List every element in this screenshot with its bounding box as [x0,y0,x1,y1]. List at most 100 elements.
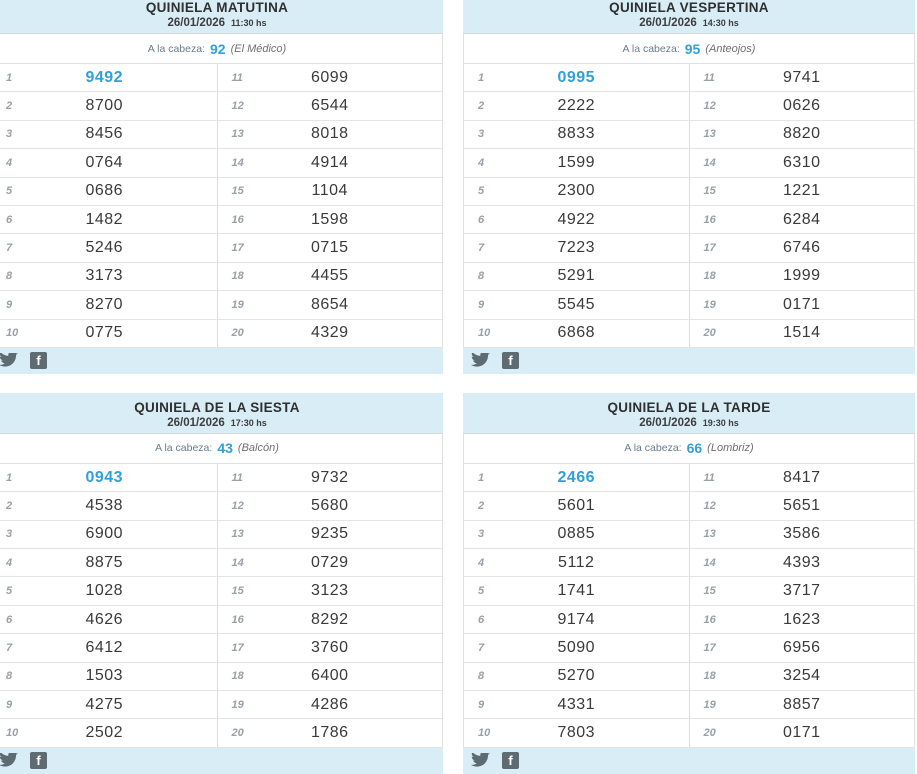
result-row: 5 2300 15 1221 [464,177,914,206]
draw-date: 26/01/2026 [639,416,697,429]
result-number: 6544 [310,97,349,115]
result-number: 4329 [310,324,349,342]
facebook-icon[interactable]: f [30,352,47,370]
result-number: 4538 [85,496,124,514]
position-label: 1 [6,471,13,484]
twitter-icon[interactable] [0,352,18,369]
position-label: 20 [231,727,244,740]
position-label: 4 [478,156,485,169]
result-number: 9492 [85,68,124,86]
result-cell: 1 9492 [0,64,218,92]
result-row: 7 6412 17 3760 [0,634,442,663]
result-cell: 3 8833 [464,120,690,149]
result-number: 4914 [310,153,349,171]
position-label: 8 [478,670,485,683]
draw-date: 26/01/2026 [167,17,226,29]
twitter-icon[interactable] [471,752,490,769]
result-cell: 13 8018 [218,121,443,148]
result-cell: 9 4331 [464,691,690,719]
result-number: 1482 [85,210,124,228]
result-row: 6 4922 16 6284 [464,205,914,235]
cabeza-name: (El Médico) [230,42,287,55]
result-row: 4 1599 14 6310 [464,149,914,178]
panel-footer: f [463,747,915,774]
result-number: 8292 [310,610,349,628]
result-row: 2 8700 12 6544 [0,92,442,121]
position-label: 15 [231,185,244,198]
result-cell: 5 0686 [0,177,218,205]
draw-time: 17:30 hs [230,417,267,428]
position-label: 11 [231,71,243,84]
panel-header: QUINIELA DE LA TARDE 26/01/2026 19:30 hs [463,392,915,433]
result-row: 1 0995 11 9741 [464,64,914,93]
result-number: 3717 [782,582,821,600]
result-number: 8820 [782,125,821,143]
result-cell: 20 1786 [218,719,443,746]
result-number: 6956 [782,638,821,656]
position-label: 13 [703,528,716,541]
twitter-icon[interactable] [0,752,18,769]
position-label: 7 [6,242,13,255]
facebook-icon[interactable]: f [30,752,47,770]
position-label: 1 [478,471,485,484]
result-number: 1104 [311,182,348,200]
result-cell: 15 3123 [218,577,443,604]
panel-title: QUINIELA MATUTINA [145,0,289,15]
position-label: 4 [6,556,13,569]
result-cell: 10 2502 [0,719,218,747]
cabeza-label: A la cabeza: [624,442,682,455]
position-label: 9 [6,698,13,711]
facebook-icon[interactable]: f [502,752,519,770]
result-number: 0171 [782,724,821,742]
result-cell: 7 5090 [464,634,690,662]
result-number: 3586 [782,525,821,543]
result-number: 2466 [557,468,596,486]
result-cell: 5 1028 [0,577,218,605]
result-cell: 19 0171 [690,291,915,318]
panel-title: QUINIELA DE LA SIESTA [134,399,300,415]
panel-title: QUINIELA VESPERTINA [609,0,769,15]
facebook-icon[interactable]: f [502,352,519,370]
position-label: 10 [478,327,491,340]
position-label: 18 [231,270,244,283]
cabeza-number: 43 [217,440,233,457]
result-cell: 6 4922 [464,205,690,234]
result-cell: 4 5112 [464,549,690,577]
result-number: 9235 [310,525,349,543]
cabeza-label: A la cabeza: [155,442,213,455]
result-row: 6 1482 16 1598 [0,205,442,235]
result-number: 2300 [557,182,596,200]
results-table: 1 0943 11 9732 2 4538 12 5680 3 6900 13 9235 4 8875 14… [0,463,443,748]
panel-date: 26/01/2026 19:30 hs [463,416,915,431]
result-cell: 20 0171 [690,719,915,746]
position-label: 18 [703,670,716,683]
result-cell: 18 4455 [218,263,443,290]
result-cell: 12 0626 [690,92,915,119]
result-cell: 14 4914 [218,149,443,176]
position-label: 9 [478,698,485,711]
position-label: 10 [478,727,491,740]
result-row: 1 9492 11 6099 [0,64,442,93]
result-row: 9 4331 19 8857 [464,691,914,720]
result-cell: 3 6900 [0,520,218,549]
twitter-icon[interactable] [471,352,490,369]
position-label: 19 [231,298,244,311]
result-row: 10 2502 20 1786 [0,719,443,748]
result-cell: 11 9732 [218,464,443,491]
result-number: 0171 [782,295,821,313]
result-number: 8833 [557,125,596,143]
result-row: 7 5246 17 0715 [0,234,442,263]
result-cell: 4 1599 [464,149,690,177]
cabeza-label: A la cabeza: [147,42,205,55]
result-number: 7223 [557,239,596,257]
draw-date: 26/01/2026 [639,17,697,29]
position-label: 6 [478,613,485,626]
result-cell: 3 0885 [464,520,690,549]
result-cell: 13 8820 [690,121,915,148]
position-label: 20 [703,727,716,740]
position-label: 7 [478,641,485,654]
result-cell: 15 1104 [218,178,443,205]
position-label: 12 [703,100,716,113]
result-number: 4626 [85,610,124,628]
cabeza-name: (Anteojos) [705,42,756,55]
